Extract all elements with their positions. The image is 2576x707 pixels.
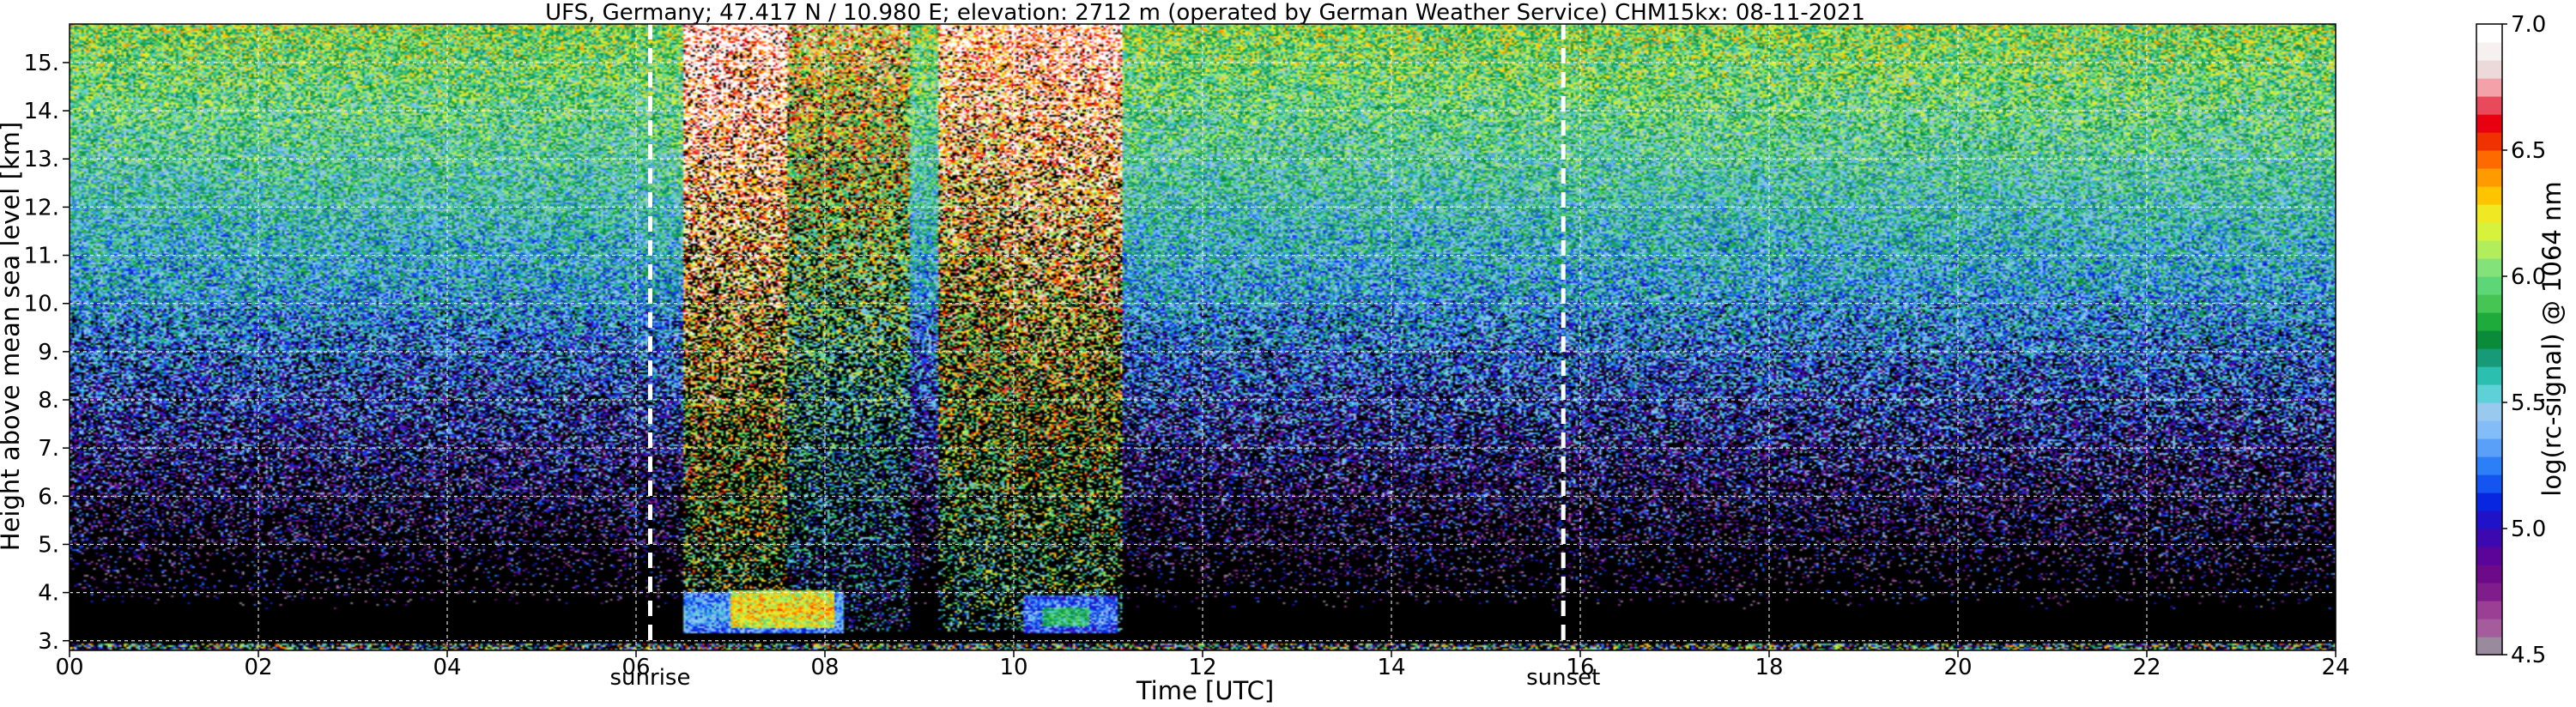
y-tick-label: 9. — [38, 340, 59, 366]
colorbar-band — [2476, 420, 2502, 439]
colorbar-band — [2476, 24, 2502, 43]
colorbar-label: log(rc-signal) @ 1064 nm — [2537, 181, 2567, 496]
sun-markers: sunrise sunset — [610, 24, 1600, 691]
colorbar-band — [2476, 456, 2502, 475]
x-tick-label: 22 — [2132, 655, 2161, 680]
colorbar-band — [2476, 276, 2502, 295]
colorbar-band — [2476, 402, 2502, 421]
y-tick-label: 4. — [38, 581, 59, 607]
colorbar-band — [2476, 222, 2502, 241]
colorbar-tick-label: 6.0 — [2511, 264, 2546, 290]
colorbar-band — [2476, 60, 2502, 79]
grid-lines — [70, 24, 2336, 650]
y-tick-label: 14. — [24, 99, 59, 124]
colorbar-band — [2476, 547, 2502, 565]
colorbar-band — [2476, 637, 2502, 656]
chart-title: UFS, Germany; 47.417 N / 10.980 E; eleva… — [545, 0, 1865, 26]
colorbar-band — [2476, 294, 2502, 313]
colorbar-band — [2476, 619, 2502, 638]
x-tick-label: 14 — [1377, 655, 1405, 680]
y-tick-label: 3. — [38, 629, 59, 655]
y-tick-label: 13. — [24, 147, 59, 172]
colorbar-band — [2476, 78, 2502, 97]
x-tick-label: 00 — [55, 655, 83, 680]
colorbar-band — [2476, 240, 2502, 259]
colorbar-tick-label: 5.5 — [2511, 390, 2546, 416]
y-tick-label: 6. — [38, 484, 59, 510]
colorbar-band — [2476, 42, 2502, 61]
x-axis-ticks: 00 02 04 06 08 10 12 14 16 18 20 22 24 — [55, 650, 2350, 680]
colorbar-band — [2476, 438, 2502, 457]
colorbar-band — [2476, 186, 2502, 205]
colorbar-band — [2476, 258, 2502, 277]
x-tick-label: 24 — [2321, 655, 2349, 680]
y-tick-label: 11. — [24, 244, 59, 269]
colorbar-band — [2476, 565, 2502, 583]
colorbar-band — [2476, 204, 2502, 223]
colorbar-tick-label: 4.5 — [2511, 643, 2546, 668]
colorbar-band — [2476, 601, 2502, 619]
x-tick-label: 04 — [433, 655, 461, 680]
colorbar-band — [2476, 96, 2502, 115]
colorbar-bands — [2476, 24, 2502, 656]
plot-area — [70, 24, 2336, 650]
colorbar-band — [2476, 474, 2502, 493]
colorbar-ticks: 4.5 5.0 5.5 6.0 6.5 7.0 — [2502, 12, 2546, 668]
x-tick-label: 16 — [1566, 655, 1594, 680]
x-tick-label: 18 — [1755, 655, 1783, 680]
x-tick-label: 06 — [621, 655, 650, 680]
x-tick-label: 12 — [1188, 655, 1216, 680]
backscatter-image — [70, 24, 2336, 650]
x-tick-label: 10 — [999, 655, 1027, 680]
colorbar-band — [2476, 511, 2502, 529]
y-axis-label: Height above mean sea level [km] — [0, 122, 25, 551]
y-tick-label: 12. — [24, 195, 59, 221]
colorbar-band — [2476, 312, 2502, 331]
y-axis-ticks: 3. 4. 5. 6. 7. 8. 9. 10. 11. 12. 13. 14. 15. — [24, 51, 70, 655]
colorbar-frame — [2476, 23, 2503, 656]
colorbar-band — [2476, 348, 2502, 367]
y-tick-label: 15. — [24, 51, 59, 76]
x-axis-label: Time [UTC] — [1136, 676, 1274, 705]
colorbar-band — [2476, 492, 2502, 511]
colorbar-tick-label: 7.0 — [2511, 12, 2546, 38]
colorbar-tick-label: 6.5 — [2511, 138, 2546, 164]
marker-label-sunrise: sunrise — [610, 665, 691, 691]
y-tick-label: 10. — [24, 292, 59, 317]
colorbar-tick-label: 5.0 — [2511, 517, 2546, 542]
x-tick-label: 20 — [1943, 655, 1972, 680]
colorbar-band — [2476, 168, 2502, 187]
colorbar-band — [2476, 384, 2502, 403]
colorbar-band — [2476, 150, 2502, 169]
colorbar-band — [2476, 529, 2502, 547]
y-tick-label: 7. — [38, 436, 59, 462]
y-tick-label: 5. — [38, 532, 59, 558]
colorbar: 4.5 5.0 5.5 6.0 6.5 7.0 log(rc-signal) @ 1064… — [2476, 12, 2567, 668]
x-tick-label: 08 — [810, 655, 839, 680]
colorbar-band — [2476, 132, 2502, 151]
colorbar-band — [2476, 366, 2502, 385]
x-tick-label: 02 — [244, 655, 272, 680]
marker-label-sunset: sunset — [1526, 665, 1600, 691]
colorbar-band — [2476, 330, 2502, 349]
y-tick-label: 8. — [38, 388, 59, 414]
colorbar-band — [2476, 583, 2502, 601]
colorbar-band — [2476, 114, 2502, 133]
